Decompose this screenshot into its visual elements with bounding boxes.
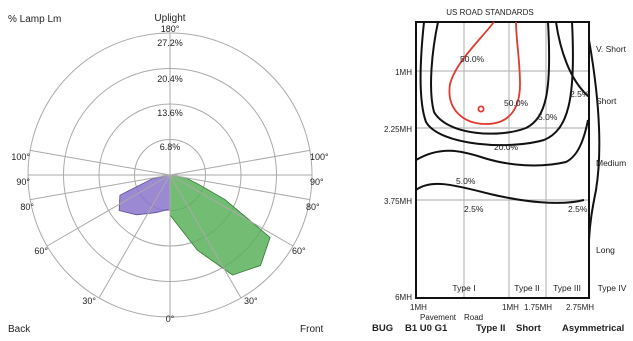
type-label-4: Type IV (598, 283, 627, 293)
contour-label-2.5-c: 2.5% (568, 204, 588, 214)
front-label: Front (300, 324, 324, 335)
right-label-long: Long (596, 245, 615, 255)
polar-spoke-100-back (30, 149, 171, 176)
max-candela-point (477, 105, 485, 113)
contour-outer-right (588, 39, 601, 241)
road-grid (416, 22, 590, 298)
contour-20 (430, 21, 551, 135)
contour-2.5 (415, 182, 585, 204)
right-angle-100: 100° (310, 152, 329, 162)
polar-spoke-60-front (169, 174, 294, 247)
road-standards-chart: US ROAD STANDARDS 50.0% 50.0% 2.5% 5.0% … (384, 8, 627, 322)
road-frame (415, 21, 590, 299)
polar-candela-chart: % Lamp Lm Uplight 180° 27.2% 20.4% 13.6%… (8, 13, 329, 335)
row-label-3.75mh: 3.75MH (384, 197, 412, 206)
left-angle-80: 80° (20, 202, 34, 212)
right-angle-30: 30° (244, 296, 258, 306)
left-angle-60: 60° (34, 246, 48, 256)
polar-spoke-80-back (30, 174, 171, 201)
road-chart-title: US ROAD STANDARDS (446, 8, 533, 17)
polar-spoke-100-front (169, 149, 310, 176)
angle-label-180: 180° (161, 24, 180, 34)
uplight-label: Uplight (154, 13, 185, 24)
ring-label-13: 13.6% (157, 108, 183, 118)
right-label-medium: Medium (596, 158, 626, 168)
contour-5 (415, 119, 589, 167)
ring-label-6: 6.8% (160, 142, 181, 152)
front-lobe (169, 174, 271, 276)
type-rating: Type II (476, 323, 506, 334)
polar-spokes (28, 33, 312, 317)
column-label-1mh-left: 1MH (410, 303, 427, 312)
contour-label-2.5-a: 2.5% (570, 89, 590, 99)
angle-label-0: 0° (166, 314, 175, 324)
ring-label-20: 20.4% (157, 74, 183, 84)
contour-label-2.5-b: 2.5% (464, 204, 484, 214)
right-angle-60: 60° (292, 246, 306, 256)
column-label-2.75mh: 2.75MH (566, 303, 594, 312)
ring-label-27: 27.2% (157, 38, 183, 48)
bug-value: B1 U0 G1 (405, 323, 448, 334)
red-contours (448, 21, 521, 125)
right-angle-90: 90° (310, 177, 324, 187)
pavement-label: Pavement (420, 313, 457, 322)
right-angle-80: 80° (306, 202, 320, 212)
polar-spoke-30-front (169, 174, 242, 299)
back-label: Back (8, 324, 31, 335)
contour-label-50-a: 50.0% (460, 54, 485, 64)
lamp-lumen-label: % Lamp Lm (8, 14, 61, 25)
contour-50-outer (448, 21, 521, 125)
left-angle-100: 100° (11, 152, 30, 162)
type-label-3: Type III (553, 283, 581, 293)
contour-2.5-top (555, 21, 589, 97)
symmetry-rating: Asymmetrical (562, 323, 625, 334)
right-label-short: Short (596, 96, 617, 106)
black-contours (415, 21, 589, 204)
column-label-1.75mh: 1.75MH (524, 303, 552, 312)
left-angle-30: 30° (82, 296, 96, 306)
right-label-vshort: V. Short (596, 44, 627, 54)
polar-spoke-60-back (46, 174, 171, 247)
contour-label-5-b: 5.0% (456, 176, 476, 186)
row-label-2.25mh: 2.25MH (384, 125, 412, 134)
contour-label-50-b: 50.0% (504, 98, 529, 108)
contour-label-5-a: 5.0% (538, 112, 558, 122)
type-label-1: Type I (452, 283, 475, 293)
polar-spoke-80-front (169, 174, 310, 201)
contour-5-inner (419, 21, 574, 147)
polar-spoke-30-back (98, 174, 171, 299)
column-label-1mh-right: 1MH (502, 303, 519, 312)
contour-label-20: 20.0% (494, 142, 519, 152)
bug-label: BUG (372, 323, 394, 334)
road-label: Road (464, 313, 483, 322)
type-label-2: Type II (514, 283, 540, 293)
length-rating: Short (516, 323, 541, 334)
row-label-6mh: 6MH (395, 293, 412, 302)
left-angle-90: 90° (16, 177, 30, 187)
back-lobe (118, 174, 171, 216)
row-label-1mh: 1MH (395, 68, 412, 77)
